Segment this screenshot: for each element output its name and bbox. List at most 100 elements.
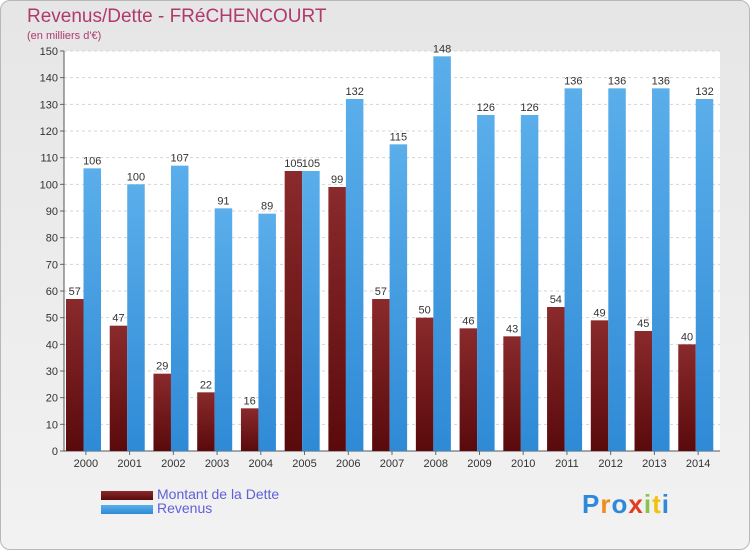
data-label-revenus: 126 [477, 102, 495, 114]
bar-dette [153, 373, 171, 451]
x-tick-label: 2001 [117, 458, 141, 470]
data-label-dette: 40 [681, 331, 693, 343]
bar-revenus [652, 88, 670, 451]
proxiti-logo: Proxiti [582, 489, 670, 520]
y-tick-label: 120 [40, 126, 58, 138]
data-label-dette: 43 [506, 323, 518, 335]
x-tick-label: 2008 [423, 458, 447, 470]
data-label-revenus: 115 [390, 131, 408, 143]
y-tick-label: 140 [40, 73, 58, 85]
bar-revenus [83, 168, 101, 452]
x-tick-label: 2013 [642, 458, 666, 470]
bar-revenus [433, 56, 451, 451]
data-label-dette: 16 [244, 395, 256, 407]
bar-revenus [214, 208, 233, 451]
data-label-revenus: 105 [302, 158, 320, 170]
y-tick-label: 110 [40, 153, 58, 165]
y-tick-label: 60 [46, 286, 58, 298]
data-label-dette: 54 [550, 294, 562, 306]
legend-label-dette: Montant de la Dette [157, 486, 280, 502]
data-label-revenus: 136 [608, 75, 626, 87]
data-label-dette: 50 [418, 305, 430, 317]
x-tick-label: 2009 [467, 458, 491, 470]
bar-dette [590, 320, 609, 451]
legend-swatch-revenus [101, 505, 153, 514]
bar-revenus [695, 99, 714, 451]
logo-letter: i [643, 489, 653, 519]
bar-dette [109, 325, 128, 451]
bar-dette [66, 299, 84, 451]
bar-revenus [389, 144, 408, 452]
data-label-revenus: 136 [564, 75, 582, 87]
bar-dette [372, 299, 390, 451]
bar-dette [197, 392, 215, 451]
data-label-dette: 29 [156, 361, 168, 373]
y-tick-label: 80 [46, 233, 58, 245]
bar-revenus [258, 213, 276, 451]
y-tick-label: 40 [46, 339, 58, 351]
x-tick-label: 2000 [74, 458, 98, 470]
bar-revenus [608, 88, 626, 451]
chart-title: Revenus/Dette - FRéCHENCOURT [27, 6, 327, 27]
data-label-revenus: 132 [695, 86, 713, 98]
x-tick-label: 2007 [380, 458, 404, 470]
logo-letter: t [652, 489, 662, 519]
y-tick-label: 70 [46, 259, 58, 271]
data-label-revenus: 107 [171, 153, 189, 165]
data-label-dette: 49 [593, 307, 605, 319]
legend-swatch-dette [101, 491, 153, 500]
bar-dette [459, 328, 478, 451]
x-tick-label: 2004 [249, 458, 273, 470]
bar-dette [503, 336, 521, 451]
y-tick-label: 50 [46, 313, 58, 325]
data-label-revenus: 136 [652, 75, 670, 87]
x-tick-label: 2005 [292, 458, 316, 470]
legend-label-revenus: Revenus [157, 500, 213, 516]
chart-subtitle: (en milliers d'€) [27, 30, 102, 42]
y-tick-label: 30 [46, 366, 58, 378]
bar-dette [547, 307, 565, 451]
y-tick-label: 150 [40, 46, 58, 58]
data-label-revenus: 148 [433, 43, 451, 55]
bar-dette [328, 187, 346, 451]
logo-letter: i [661, 489, 670, 519]
data-label-dette: 57 [375, 286, 387, 298]
bar-dette [415, 317, 434, 451]
x-tick-label: 2011 [555, 458, 579, 470]
x-tick-label: 2002 [161, 458, 185, 470]
data-label-dette: 47 [112, 313, 124, 325]
data-label-revenus: 100 [127, 171, 145, 183]
logo-letter: P [582, 489, 601, 519]
x-tick-label: 2014 [686, 458, 710, 470]
x-tick-label: 2006 [336, 458, 360, 470]
bar-revenus [302, 171, 320, 451]
bar-dette [634, 331, 653, 451]
data-label-revenus: 106 [83, 155, 101, 167]
logo-letter: r [600, 489, 612, 519]
data-label-revenus: 89 [261, 201, 273, 213]
y-tick-label: 10 [46, 419, 58, 431]
bar-revenus [477, 115, 495, 451]
data-label-dette: 22 [200, 379, 212, 391]
x-tick-label: 2010 [511, 458, 535, 470]
bar-dette [678, 344, 696, 451]
bar-dette [240, 408, 259, 451]
data-label-revenus: 132 [345, 86, 363, 98]
data-label-dette: 99 [331, 174, 343, 186]
data-label-revenus: 91 [217, 195, 229, 207]
y-tick-label: 0 [52, 446, 58, 458]
x-tick-label: 2003 [205, 458, 229, 470]
data-label-dette: 46 [462, 315, 474, 327]
y-tick-label: 90 [46, 206, 58, 218]
bar-dette [284, 171, 303, 451]
data-label-dette: 57 [69, 286, 81, 298]
bar-revenus [520, 115, 539, 451]
data-label-dette: 45 [637, 318, 649, 330]
y-tick-label: 20 [46, 393, 58, 405]
logo-letter: o [611, 489, 629, 519]
bar-revenus [564, 88, 583, 451]
data-label-revenus: 126 [520, 102, 538, 114]
y-tick-label: 100 [40, 179, 58, 191]
